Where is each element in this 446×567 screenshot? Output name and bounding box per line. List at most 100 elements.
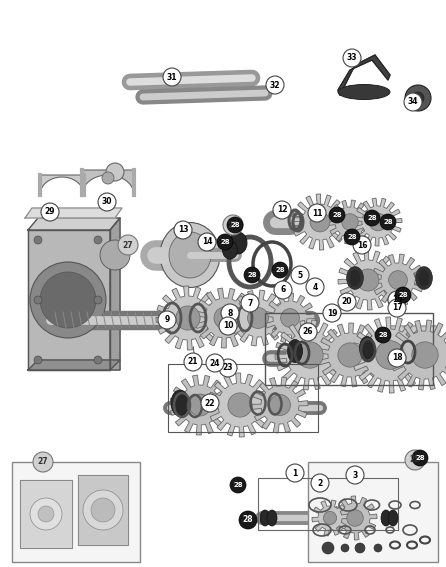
Polygon shape xyxy=(28,218,120,230)
Polygon shape xyxy=(275,320,345,390)
Circle shape xyxy=(388,291,406,309)
Circle shape xyxy=(286,464,304,482)
Text: 14: 14 xyxy=(202,238,212,247)
Circle shape xyxy=(329,207,345,223)
Circle shape xyxy=(201,394,219,412)
Circle shape xyxy=(273,201,291,219)
Text: 28: 28 xyxy=(247,272,257,278)
Circle shape xyxy=(374,544,382,552)
Text: 33: 33 xyxy=(347,53,357,62)
Polygon shape xyxy=(252,377,308,433)
Circle shape xyxy=(198,233,216,251)
Circle shape xyxy=(176,306,200,330)
Circle shape xyxy=(412,342,438,368)
Circle shape xyxy=(388,349,406,367)
Circle shape xyxy=(342,214,358,230)
Text: 28: 28 xyxy=(230,222,240,228)
Circle shape xyxy=(34,236,42,244)
Circle shape xyxy=(412,92,424,104)
Circle shape xyxy=(219,359,237,377)
Circle shape xyxy=(184,353,202,371)
Text: 24: 24 xyxy=(210,358,220,367)
Circle shape xyxy=(244,267,260,283)
Text: 32: 32 xyxy=(270,81,280,90)
Text: 8: 8 xyxy=(227,308,233,318)
Circle shape xyxy=(34,356,42,364)
Text: 27: 27 xyxy=(38,458,48,467)
Text: 16: 16 xyxy=(357,240,367,249)
Circle shape xyxy=(338,343,362,367)
Circle shape xyxy=(297,342,323,368)
Circle shape xyxy=(100,240,130,270)
Circle shape xyxy=(291,266,309,284)
Text: 3: 3 xyxy=(352,471,358,480)
Ellipse shape xyxy=(169,232,211,278)
Polygon shape xyxy=(78,475,128,545)
Text: 28: 28 xyxy=(275,267,285,273)
Text: 28: 28 xyxy=(378,332,388,338)
Circle shape xyxy=(343,49,361,67)
Text: 19: 19 xyxy=(327,308,337,318)
Text: 31: 31 xyxy=(167,73,177,82)
Circle shape xyxy=(228,393,252,417)
Polygon shape xyxy=(20,480,72,548)
Circle shape xyxy=(206,354,224,372)
Circle shape xyxy=(299,323,317,341)
Text: 13: 13 xyxy=(178,226,188,235)
Circle shape xyxy=(395,287,411,303)
Polygon shape xyxy=(338,250,398,310)
Circle shape xyxy=(388,299,406,317)
Polygon shape xyxy=(333,496,377,540)
Circle shape xyxy=(217,234,233,250)
Circle shape xyxy=(322,542,334,554)
Circle shape xyxy=(355,543,365,553)
Text: 4: 4 xyxy=(312,282,318,291)
Polygon shape xyxy=(230,290,286,346)
Text: 10: 10 xyxy=(223,321,233,331)
Circle shape xyxy=(376,341,405,369)
Text: 30: 30 xyxy=(102,197,112,206)
Ellipse shape xyxy=(229,232,247,254)
Text: 11: 11 xyxy=(312,209,322,218)
Text: 28: 28 xyxy=(220,239,230,245)
Circle shape xyxy=(33,452,53,472)
Circle shape xyxy=(94,296,102,304)
Circle shape xyxy=(239,511,257,529)
Polygon shape xyxy=(312,500,348,536)
Circle shape xyxy=(380,214,396,230)
Text: 28: 28 xyxy=(367,215,377,221)
Circle shape xyxy=(347,510,363,526)
Polygon shape xyxy=(82,170,134,195)
Polygon shape xyxy=(25,208,122,218)
Polygon shape xyxy=(195,288,255,348)
Text: 26: 26 xyxy=(303,328,313,336)
Text: 34: 34 xyxy=(408,98,418,107)
Circle shape xyxy=(272,262,288,278)
Text: 6: 6 xyxy=(281,286,285,294)
Polygon shape xyxy=(170,375,230,435)
Circle shape xyxy=(221,304,239,322)
Text: 20: 20 xyxy=(342,298,352,307)
Polygon shape xyxy=(338,55,390,95)
Polygon shape xyxy=(352,317,428,393)
Bar xyxy=(258,478,398,530)
Text: 28: 28 xyxy=(243,515,253,524)
Circle shape xyxy=(40,272,96,328)
Circle shape xyxy=(98,193,116,211)
Circle shape xyxy=(269,395,290,416)
Circle shape xyxy=(344,229,360,245)
Polygon shape xyxy=(354,198,402,246)
Circle shape xyxy=(174,221,192,239)
Ellipse shape xyxy=(359,336,375,359)
Polygon shape xyxy=(28,360,120,370)
Text: 2: 2 xyxy=(318,479,322,488)
Ellipse shape xyxy=(267,510,277,526)
Text: 1: 1 xyxy=(293,468,297,477)
Circle shape xyxy=(30,262,106,338)
Circle shape xyxy=(405,450,425,470)
Bar xyxy=(168,364,318,432)
Text: 18: 18 xyxy=(392,353,402,362)
Circle shape xyxy=(91,498,115,522)
Text: 7: 7 xyxy=(248,298,253,307)
Circle shape xyxy=(163,68,181,86)
